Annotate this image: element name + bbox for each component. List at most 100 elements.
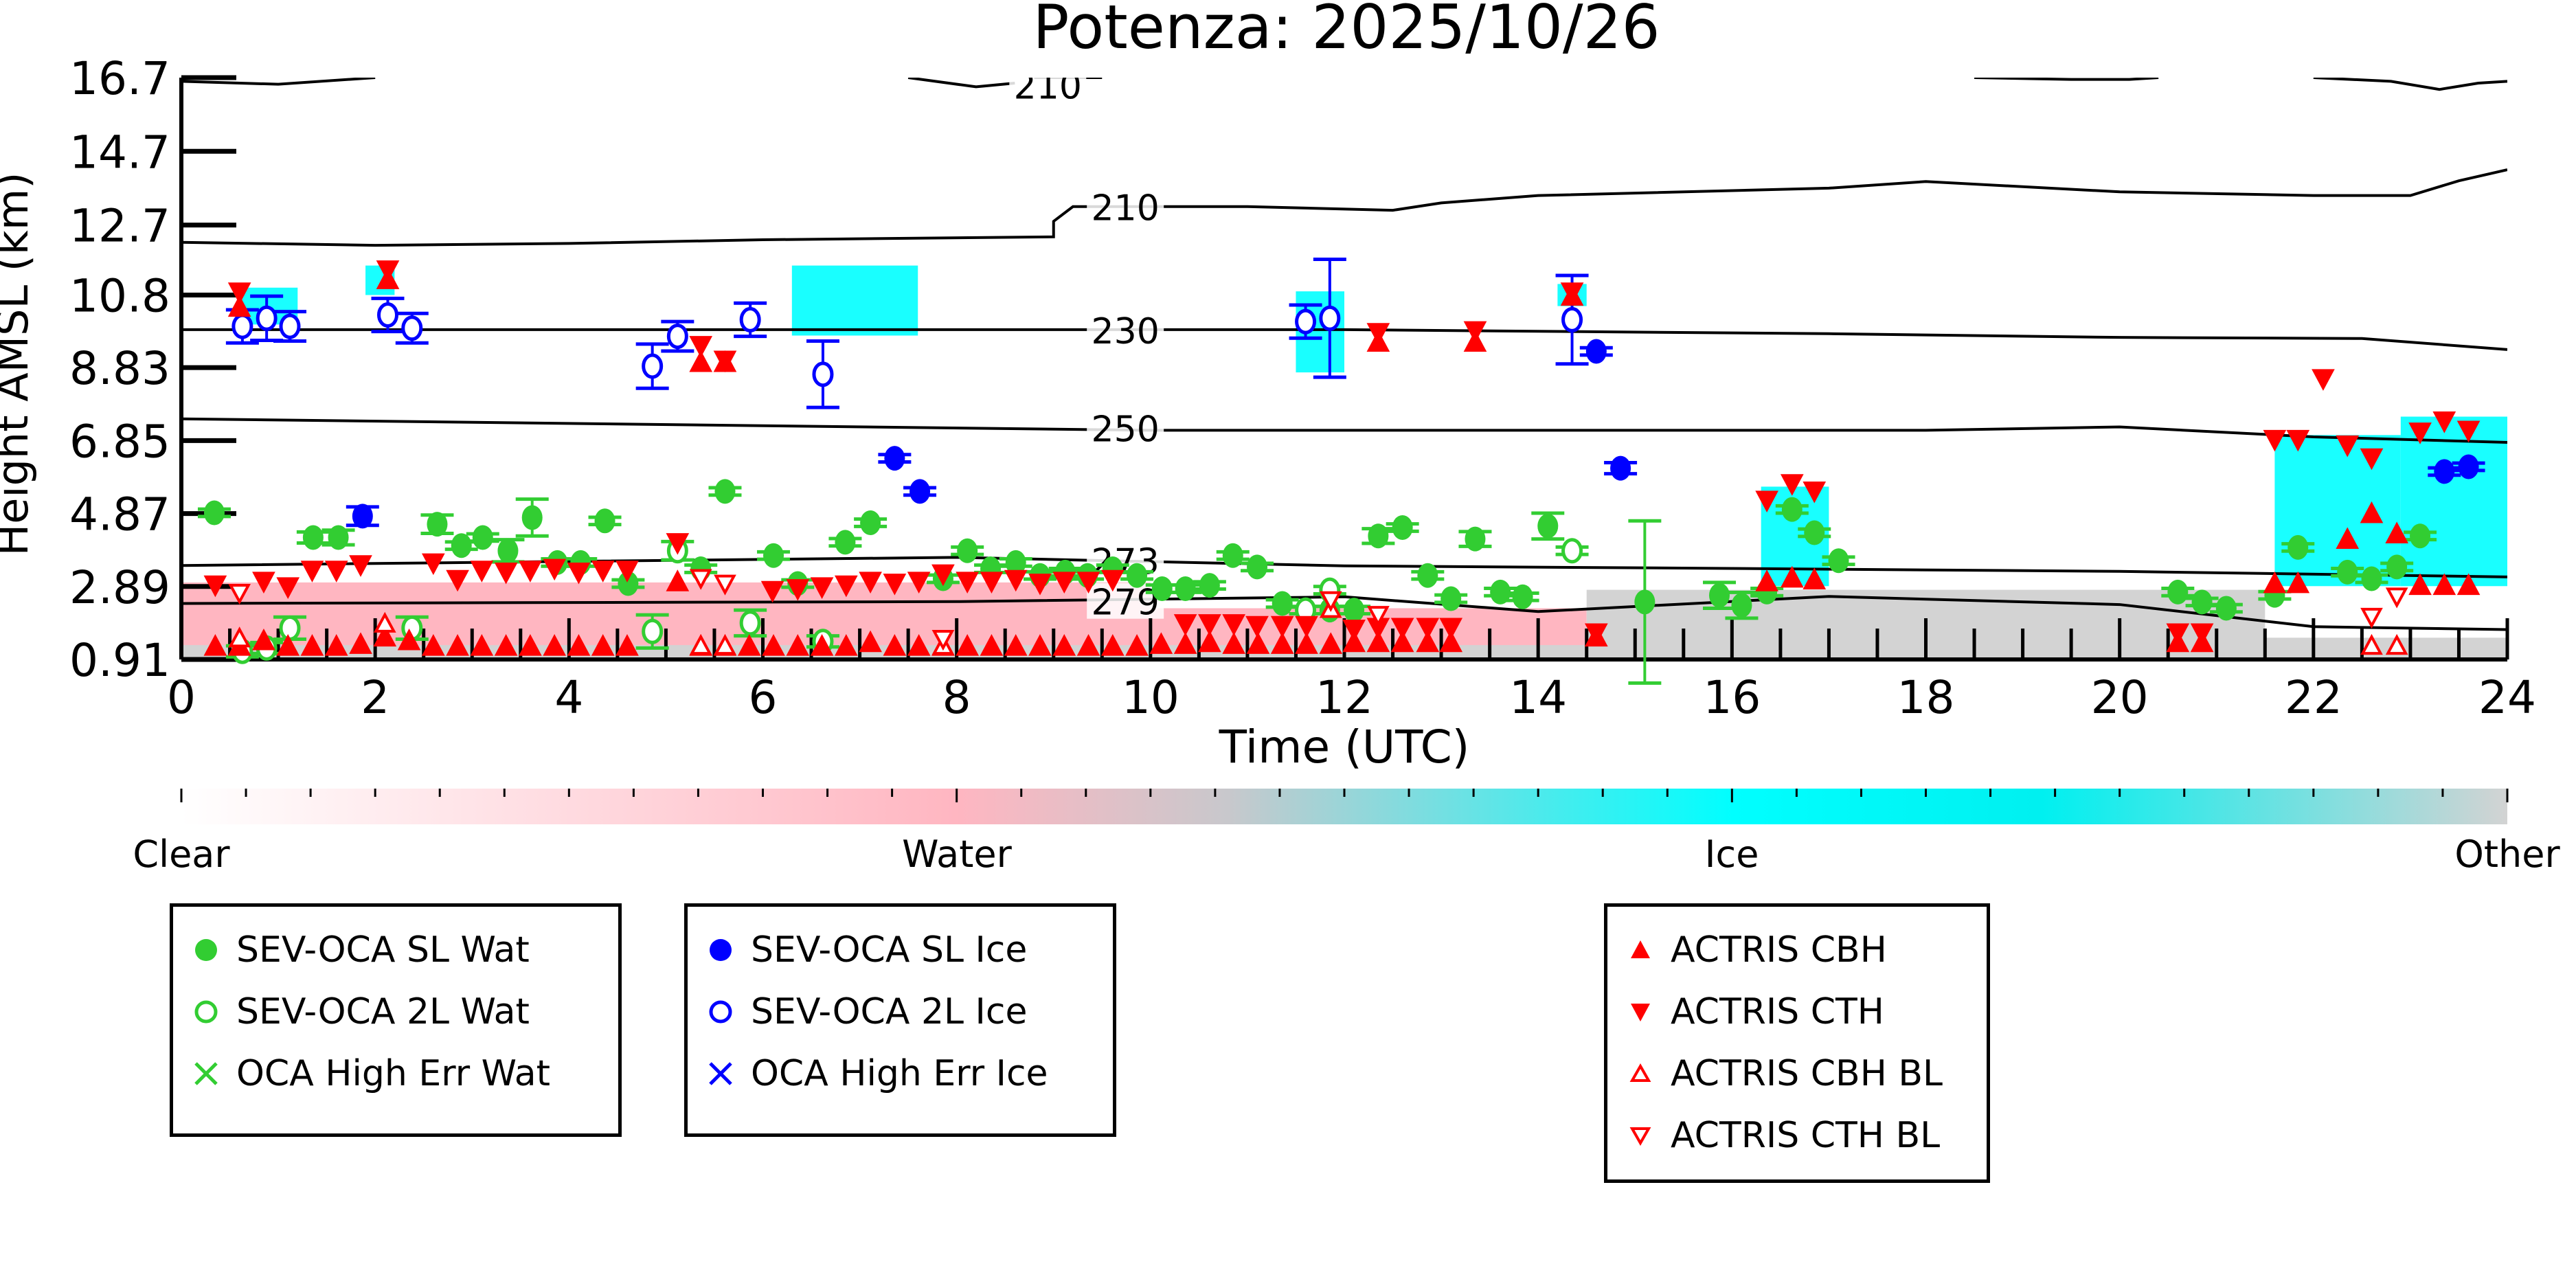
data-point [1100, 569, 1125, 592]
red-triangle-down-icon [1631, 1004, 1650, 1021]
data-point [689, 350, 713, 372]
region-ice [2274, 435, 2401, 587]
legend-item: SEV-OCA SL Ice [700, 919, 1113, 981]
data-point [494, 634, 518, 656]
y-tick-label: 8.83 [69, 342, 170, 395]
data-point [1344, 598, 1365, 623]
data-point [2286, 571, 2310, 594]
colorbar-label-ice: Ice [1705, 833, 1759, 876]
data-point [279, 615, 301, 641]
data-point [2360, 633, 2383, 655]
data-point [324, 561, 348, 583]
contour-line-279 [181, 595, 2507, 631]
x-tick-label: 18 [1897, 671, 1955, 724]
data-point [1416, 630, 1440, 653]
data-point [1151, 576, 1173, 602]
legend-item: ACTRIS CTH [1620, 981, 1987, 1043]
data-point [497, 538, 519, 563]
data-point [203, 500, 225, 526]
data-point [227, 295, 251, 317]
data-point [2360, 501, 2384, 523]
data-point [786, 634, 810, 656]
data-point [907, 572, 931, 594]
data-point [1804, 520, 1825, 545]
data-point [1731, 593, 1752, 618]
data-point [689, 336, 713, 358]
contour-line-210 [907, 78, 1015, 89]
blue-open-circle-icon [709, 1000, 732, 1024]
data-point [2337, 559, 2358, 585]
data-point [2410, 523, 2431, 549]
legend-ice: SEV-OCA SL Ice SEV-OCA 2L Ice OCA High E… [684, 903, 1116, 1137]
x-tick-label: 6 [749, 671, 778, 724]
data-point [618, 571, 639, 596]
data-point [1781, 497, 1803, 522]
data-point [324, 634, 348, 656]
colorbar-label-clear: Clear [133, 833, 230, 876]
data-point [956, 572, 980, 594]
data-point [1368, 523, 1389, 549]
data-point [1076, 572, 1100, 594]
data-point [1319, 305, 1341, 331]
data-point [1246, 632, 1270, 654]
data-point [376, 260, 400, 282]
data-point [494, 562, 518, 585]
data-point [1272, 591, 1293, 616]
x-tick-label: 24 [2478, 671, 2536, 724]
data-point [907, 634, 931, 656]
contour-label-bg [1087, 583, 1164, 619]
series-sev-oca-sl-wat [197, 479, 2437, 685]
data-point [786, 579, 810, 601]
data-point [1440, 586, 1462, 611]
data-point [689, 633, 712, 655]
legend-item: SEV-OCA 2L Ice [700, 981, 1113, 1043]
legend-label: OCA High Err Wat [236, 1053, 550, 1094]
data-point [2456, 573, 2481, 596]
data-point [883, 574, 907, 596]
data-point [252, 628, 275, 651]
legend-item: ACTRIS CBH [1620, 919, 1987, 981]
data-point [1270, 615, 1294, 638]
data-point [1222, 632, 1246, 654]
data-point [835, 530, 856, 555]
x-tick-label: 10 [1122, 671, 1179, 724]
data-point [1439, 618, 1463, 640]
contour-label-210: 210 [1092, 188, 1160, 229]
data-point [860, 510, 881, 535]
data-point [1465, 526, 1486, 552]
data-point [1028, 574, 1052, 596]
data-point [1537, 513, 1559, 539]
data-point [373, 611, 396, 633]
legend-label: SEV-OCA SL Ice [751, 929, 1028, 971]
colorbar: Clear Water Ice Other [133, 789, 2560, 876]
data-point [1560, 282, 1584, 304]
data-point [446, 569, 469, 592]
data-point [1392, 515, 1413, 540]
data-point [1584, 623, 1608, 646]
data-point [352, 504, 373, 529]
data-point [1198, 614, 1221, 636]
data-point [1199, 573, 1220, 598]
data-point [203, 634, 227, 656]
data-point [1463, 321, 1487, 343]
legend-actris: ACTRIS CBH ACTRIS CTH ACTRIS CBH BL ACTR… [1604, 903, 1990, 1183]
data-point [2360, 607, 2383, 629]
series-actris-cth-bl [228, 569, 2408, 651]
legend-label: ACTRIS CBH [1671, 929, 1887, 971]
contour-line-273 [181, 556, 2507, 578]
y-tick-label: 4.87 [69, 488, 170, 541]
data-point [1245, 615, 1269, 638]
contour-label-210: 210 [1014, 67, 1082, 108]
data-point [2432, 411, 2456, 433]
legend-item: ACTRIS CBH BL [1620, 1043, 1987, 1105]
x-axis-label: Time (UTC) [1219, 721, 1470, 773]
legend-label: OCA High Err Ice [751, 1053, 1048, 1094]
data-point [689, 569, 712, 590]
data-point [1367, 606, 1390, 627]
contour-label-bg [1087, 188, 1164, 225]
data-point [2408, 422, 2432, 444]
data-point [642, 618, 664, 644]
data-point [1512, 584, 1533, 609]
data-point [884, 446, 905, 471]
data-point [1755, 569, 1778, 591]
